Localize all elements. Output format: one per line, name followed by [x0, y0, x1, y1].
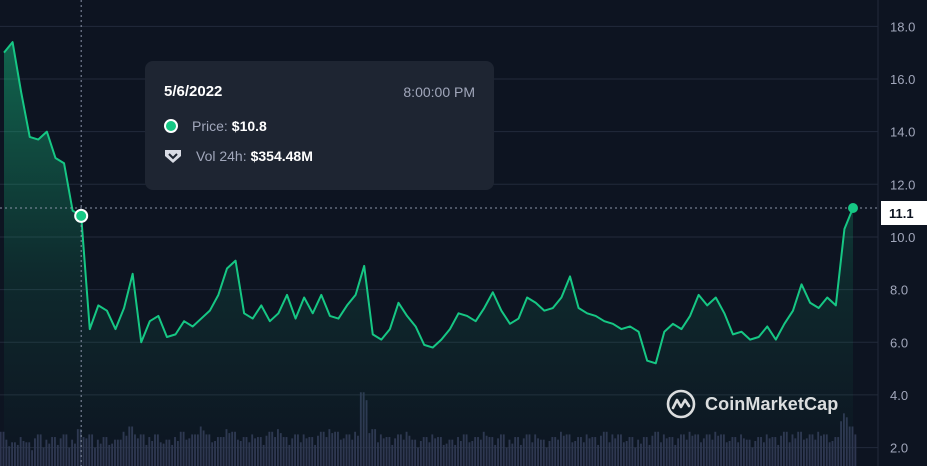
price-line	[3, 41, 854, 365]
y-tick-label: 8.0	[890, 283, 908, 298]
hover-point-marker[interactable]	[74, 208, 89, 223]
tooltip-date: 5/6/2022	[164, 83, 223, 100]
y-tick-label: 4.0	[890, 388, 908, 403]
y-tick-label: 18.0	[890, 19, 915, 34]
watermark-text: CoinMarketCap	[705, 393, 839, 414]
price-area-fill	[4, 42, 853, 466]
crosshair	[0, 0, 878, 466]
current-price-badge: 11.1	[881, 201, 927, 225]
volume-bar	[2, 431, 5, 466]
latest-point-marker[interactable]	[848, 202, 858, 213]
y-tick-label: 14.0	[890, 125, 915, 140]
point-markers[interactable]	[74, 202, 858, 223]
y-axis: 2.0 4.0 6.0 8.0 10.0 12.0 14.0 16.0 18.0	[890, 19, 915, 455]
tooltip-volume-row: Vol 24h: $354.48M	[164, 148, 313, 164]
y-tick-label: 16.0	[890, 72, 915, 87]
price-dot-icon	[164, 119, 178, 133]
y-tick-label: 10.0	[890, 230, 915, 245]
price-area	[4, 42, 853, 466]
price-line-path	[3, 41, 854, 365]
tooltip-price-row: Price: $10.8	[164, 118, 267, 134]
volume-shield-icon	[165, 150, 181, 163]
tooltip-volume-label: Vol 24h:	[196, 148, 247, 164]
coinmarketcap-watermark: CoinMarketCap	[666, 389, 838, 419]
volume-bar	[0, 431, 2, 466]
coinmarketcap-logo-icon	[666, 389, 696, 419]
volume-bar	[854, 434, 857, 466]
hover-tooltip: 5/6/2022 8:00:00 PM Price: $10.8 Vol 24h…	[145, 61, 494, 190]
y-tick-label: 12.0	[890, 177, 915, 192]
y-tick-label: 2.0	[890, 441, 908, 456]
y-tick-label: 6.0	[890, 335, 908, 350]
tooltip-price-value: $10.8	[231, 118, 267, 134]
tooltip-volume-value: $354.48M	[250, 148, 313, 164]
tooltip-time: 8:00:00 PM	[403, 84, 475, 100]
tooltip-price-label: Price:	[192, 118, 228, 134]
